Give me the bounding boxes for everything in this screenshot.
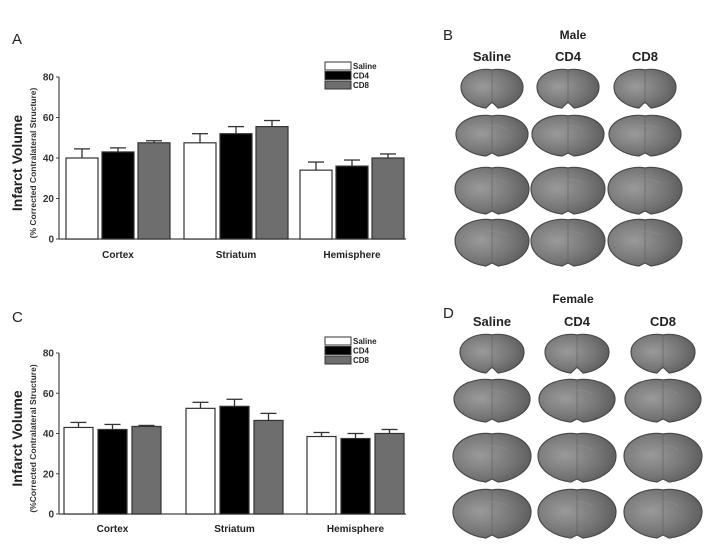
- bar-cd4-hemisphere: [340, 437, 371, 515]
- bar-cd4-striatum: [219, 133, 253, 240]
- bar-cd8-hemisphere: [374, 432, 405, 515]
- corpus-callosum: [629, 230, 661, 236]
- corpus-callosum: [630, 125, 660, 130]
- panel-label: D: [443, 305, 454, 322]
- corpus-callosum: [629, 178, 661, 184]
- legend-label: CD4: [353, 72, 370, 81]
- column-label: CD8: [650, 314, 676, 329]
- x-tick-label: Cortex: [97, 524, 129, 535]
- column-label: Saline: [473, 49, 511, 64]
- x-tick-label: Striatum: [214, 524, 255, 535]
- bar-cd8-cortex: [137, 142, 171, 240]
- corpus-callosum: [476, 501, 508, 506]
- chart-a: A 0 20 40 60 80 Infarct Volume (% Corrected Con…: [9, 31, 406, 261]
- x-tick-label: Hemisphere: [327, 524, 385, 535]
- corpus-callosum: [561, 501, 593, 506]
- corpus-callosum: [477, 125, 507, 130]
- column-label: CD8: [632, 49, 658, 64]
- brain-panel-male: B Male Saline CD4 CD8: [443, 27, 683, 267]
- column-label: Saline: [473, 314, 511, 329]
- corpus-callosum: [561, 389, 593, 394]
- bar-cd4-cortex: [97, 428, 128, 515]
- brain-panel-female: D Female Saline CD4 CD8: [443, 292, 703, 539]
- y-tick-label: 40: [43, 429, 55, 440]
- bar-cd8-striatum: [253, 419, 284, 515]
- legend-swatch: [324, 355, 352, 365]
- y-tick-label: 0: [48, 510, 54, 521]
- y-tick-label: 40: [43, 154, 55, 165]
- y-tick-label: 0: [48, 235, 54, 246]
- panel-title: Female: [552, 292, 594, 306]
- bar-cd4-striatum: [219, 405, 250, 515]
- corpus-callosum: [552, 230, 584, 236]
- corpus-callosum: [647, 501, 679, 506]
- panel-label: A: [12, 31, 22, 48]
- legend-swatch: [324, 71, 352, 80]
- legend-label: CD8: [353, 356, 370, 365]
- legend-swatch: [324, 80, 352, 90]
- x-tick-label: Hemisphere: [323, 250, 381, 261]
- bar-cd8-cortex: [131, 425, 162, 515]
- y-tick-label: 60: [43, 113, 55, 124]
- y-tick-label: 80: [43, 73, 55, 84]
- bar-saline-striatum: [183, 142, 217, 240]
- legend-label: CD8: [353, 81, 370, 90]
- corpus-callosum: [553, 125, 583, 130]
- bar-saline-cortex: [63, 426, 94, 515]
- y-tick-label: 20: [43, 469, 55, 480]
- corpus-callosum: [476, 178, 508, 184]
- bar-saline-striatum: [185, 407, 216, 515]
- y-axis-title: Infarct Volume: [9, 115, 25, 211]
- column-label: CD4: [564, 314, 591, 329]
- bar-saline-hemisphere: [306, 435, 337, 515]
- corpus-callosum: [552, 178, 584, 184]
- corpus-callosum: [476, 389, 508, 394]
- column-label: CD4: [555, 49, 582, 64]
- corpus-callosum: [647, 445, 679, 450]
- bar-saline-hemisphere: [299, 169, 333, 240]
- legend-swatch: [324, 61, 352, 71]
- panel-title: Male: [560, 28, 587, 42]
- corpus-callosum: [647, 389, 679, 394]
- bar-cd4-cortex: [101, 151, 135, 240]
- bar-cd8-striatum: [255, 126, 289, 240]
- legend-label: CD4: [353, 347, 370, 356]
- corpus-callosum: [561, 445, 593, 450]
- chart-c: C 0 20 40 60 80 Infarct Volume (%Corrected Cont…: [9, 309, 406, 535]
- legend-label: Saline: [353, 337, 377, 346]
- bar-saline-cortex: [65, 157, 99, 240]
- y-axis-title: Infarct Volume: [9, 390, 25, 486]
- x-tick-label: Striatum: [216, 250, 257, 261]
- legend-label: Saline: [353, 62, 377, 71]
- corpus-callosum: [476, 445, 508, 450]
- x-tick-label: Cortex: [102, 250, 134, 261]
- y-tick-label: 20: [43, 194, 55, 205]
- panel-label: C: [12, 309, 23, 326]
- legend-swatch: [324, 336, 352, 346]
- bar-cd4-hemisphere: [335, 165, 369, 240]
- y-axis-subtitle: (% Corrected Contralateral Structure): [28, 87, 38, 238]
- corpus-callosum: [476, 230, 508, 236]
- y-axis-subtitle: (%Corrected Contralateral Structure): [28, 364, 38, 512]
- y-tick-label: 60: [43, 389, 55, 400]
- y-tick-label: 80: [43, 349, 55, 360]
- legend-swatch: [324, 346, 352, 355]
- bar-cd8-hemisphere: [371, 157, 405, 240]
- panel-label: B: [443, 27, 453, 44]
